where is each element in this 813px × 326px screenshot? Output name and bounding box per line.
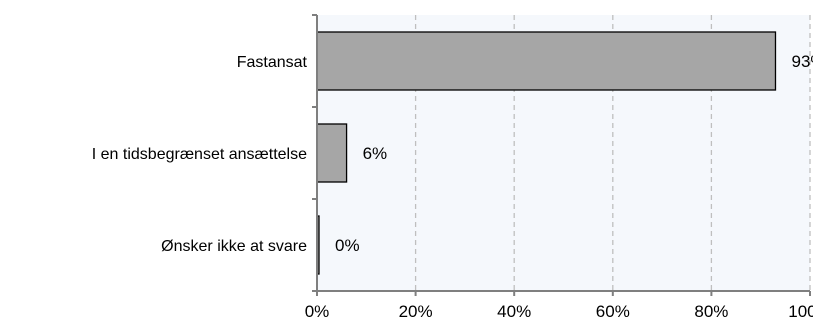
x-tick-label-100: 100% (788, 302, 813, 321)
x-tick-label-20: 20% (399, 302, 433, 321)
data-label-2: 0% (335, 236, 360, 255)
axes-group (312, 14, 811, 296)
data-label-1: 6% (363, 144, 388, 163)
labels-group: Fastansat I en tidsbegrænset ansættelse Øn… (92, 52, 813, 321)
x-tick-label-60: 60% (596, 302, 630, 321)
x-tick-label-80: 80% (694, 302, 728, 321)
category-label-2: Ønsker ikke at svare (161, 238, 307, 255)
data-label-0: 93% (791, 52, 813, 71)
category-label-1: I en tidsbegrænset ansættelse (92, 146, 307, 163)
category-label-0: Fastansat (237, 54, 308, 71)
x-tick-label-40: 40% (497, 302, 531, 321)
bar-0 (316, 31, 777, 91)
x-tick-label-0: 0% (305, 302, 330, 321)
bar-1 (316, 123, 348, 183)
